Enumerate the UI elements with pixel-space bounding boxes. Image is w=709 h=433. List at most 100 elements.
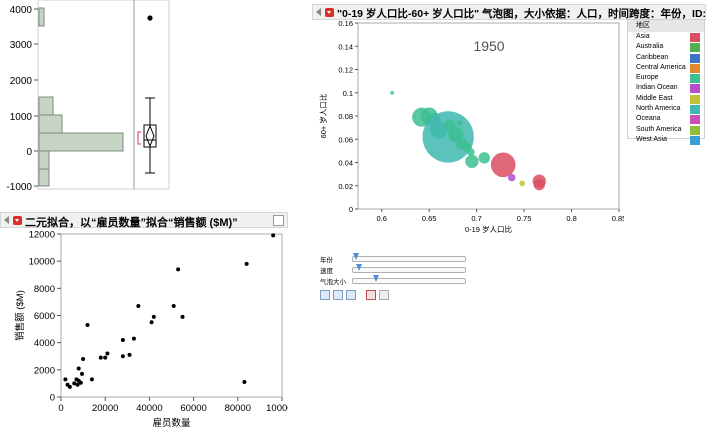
bubble[interactable] [490,152,516,178]
bivariate-title-bar: 二元拟合，以“雇员数量”拟合“销售额 ($M)” [0,212,288,229]
legend-item[interactable]: Caribbean [628,53,704,63]
bivariate-title: 二元拟合，以“雇员数量”拟合“销售额 ($M)” [25,217,238,229]
x-tick-label: 60000 [180,403,206,414]
year-slider-thumb[interactable] [353,253,359,260]
year-label: 年份 [320,257,333,264]
y-tick-label: 6000 [34,311,55,322]
distribution-panel: 4000 3000 2000 1000 0 -1000 [0,0,170,193]
x-tick-label: 0.6 [377,214,387,223]
histogram-bar [38,114,63,134]
legend-swatch [690,33,700,42]
step-back-icon[interactable] [320,290,330,300]
box-plot [137,15,157,174]
legend-title: 地区 [628,20,704,32]
data-point [89,377,94,382]
bubble[interactable] [390,90,395,95]
legend-item[interactable]: Indian Ocean [628,83,704,94]
y-tick-label: 2000 [34,365,55,376]
bubble-size-slider[interactable] [352,278,466,284]
speed-slider[interactable] [352,267,466,273]
legend-swatch [690,125,700,135]
data-point [127,352,132,357]
step-forward-icon[interactable] [346,290,356,300]
x-tick-label: 80000 [225,403,251,414]
histogram-bar [38,168,50,187]
legend-item[interactable]: Oceana [628,114,704,125]
x-tick-label: 0.8 [566,214,576,223]
x-axis-label: 雇员数量 [152,417,191,429]
legend-item-label: North America [636,105,681,113]
y-tick-label: 0.06 [338,135,353,144]
bubble-size-label: 气泡大小 [320,279,346,286]
bubble-title: "0-19 岁人口比-60+ 岁人口比" 气泡图，大小依据：人口，时间跨度：年份… [337,8,709,20]
histogram-y-tick: -1000 [6,182,32,190]
legend-swatch [690,105,700,115]
data-point [271,233,276,238]
bubble[interactable] [465,154,479,168]
speed-slider-thumb[interactable] [356,264,362,271]
reset-icon[interactable] [379,290,389,300]
data-point [120,337,125,342]
data-point [136,303,141,308]
y-tick-label: 0.14 [338,42,353,51]
maximize-icon[interactable] [273,215,284,226]
bubble[interactable] [422,111,474,163]
legend-item[interactable]: North America [628,104,704,115]
histogram-bar [38,7,45,27]
legend-swatch [690,63,700,73]
legend-item[interactable]: South America [628,125,704,135]
bivariate-scatter-chart: 0 2000 4000 6000 8000 10000 12000 0 20000 40000 60… [14,230,288,430]
legend-item[interactable]: Australia [628,42,704,53]
data-point [79,371,84,376]
histogram-y-tick: 1000 [10,112,33,123]
histogram-y-tick: 2000 [10,76,33,87]
data-point [67,384,72,389]
y-tick-label: 12000 [29,230,55,241]
bubble-size-slider-thumb[interactable] [373,275,379,282]
collapse-triangle-icon[interactable] [316,8,321,16]
red-triangle-menu-icon[interactable] [325,8,334,17]
data-point [85,323,90,328]
legend-item-label: West Asia [636,135,667,143]
y-tick-label: 0.1 [343,89,353,98]
histogram-bar [38,132,124,152]
bubble[interactable] [507,173,516,182]
play-icon[interactable] [333,290,343,300]
y-tick-label: 8000 [34,284,55,295]
data-point [78,380,83,385]
collapse-triangle-icon[interactable] [4,216,9,224]
data-point [75,382,80,387]
legend-item-label: South America [636,125,682,133]
legend-swatch [690,53,700,63]
legend-item-label: Europe [636,74,659,82]
year-slider[interactable] [352,256,466,262]
legend-item-label: Oceana [636,115,661,123]
bubble[interactable] [533,178,545,191]
legend-swatch [690,94,700,104]
bubble[interactable] [456,120,463,126]
y-tick-label: 0.16 [338,20,353,28]
legend-item[interactable]: Asia [628,32,704,42]
bubble[interactable] [448,127,464,143]
year-label: 1950 [473,38,504,54]
bubble[interactable] [478,152,490,164]
legend-item-label: Asia [636,33,650,40]
red-triangle-menu-icon[interactable] [13,216,22,225]
data-point [180,314,185,319]
data-point [103,355,108,360]
stop-record-icon[interactable] [366,290,376,300]
bubble[interactable] [519,180,526,187]
legend-swatch [690,84,700,94]
legend-item[interactable]: Europe [628,73,704,84]
y-axis-label: 60+ 岁人口比 [318,93,328,138]
legend-item-label: Indian Ocean [636,84,678,92]
legend-item[interactable]: Middle East [628,94,704,104]
data-point [151,314,156,319]
data-point [244,261,249,266]
legend-item[interactable]: West Asia [628,135,704,145]
legend-item[interactable]: Central America [628,63,704,73]
x-tick-label: 0.65 [422,214,437,223]
data-point [63,377,68,382]
data-point [171,303,176,308]
bubble[interactable] [467,148,475,156]
